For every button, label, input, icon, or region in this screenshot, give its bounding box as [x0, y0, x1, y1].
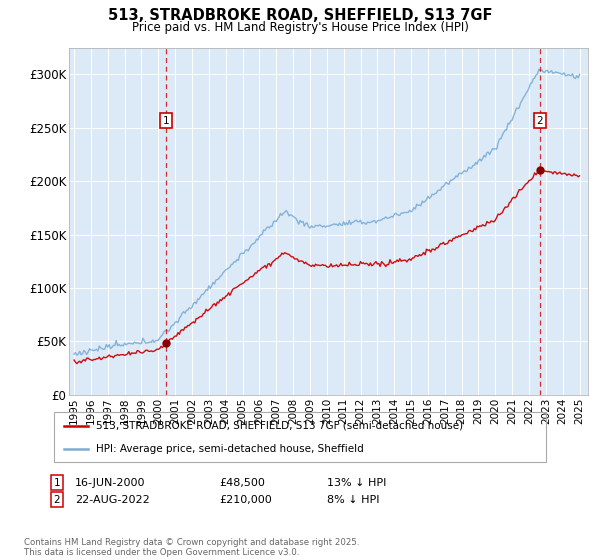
Text: 2: 2: [536, 115, 543, 125]
Text: Contains HM Land Registry data © Crown copyright and database right 2025.
This d: Contains HM Land Registry data © Crown c…: [24, 538, 359, 557]
Text: Price paid vs. HM Land Registry's House Price Index (HPI): Price paid vs. HM Land Registry's House …: [131, 21, 469, 34]
Text: 513, STRADBROKE ROAD, SHEFFIELD, S13 7GF: 513, STRADBROKE ROAD, SHEFFIELD, S13 7GF: [108, 8, 492, 24]
Text: 1: 1: [53, 478, 61, 488]
Text: HPI: Average price, semi-detached house, Sheffield: HPI: Average price, semi-detached house,…: [96, 445, 364, 454]
Text: 13% ↓ HPI: 13% ↓ HPI: [327, 478, 386, 488]
Text: 8% ↓ HPI: 8% ↓ HPI: [327, 494, 380, 505]
Text: 16-JUN-2000: 16-JUN-2000: [75, 478, 146, 488]
Text: 513, STRADBROKE ROAD, SHEFFIELD, S13 7GF (semi-detached house): 513, STRADBROKE ROAD, SHEFFIELD, S13 7GF…: [96, 421, 463, 431]
Text: 2: 2: [53, 494, 61, 505]
Text: £48,500: £48,500: [219, 478, 265, 488]
Text: £210,000: £210,000: [219, 494, 272, 505]
Text: 22-AUG-2022: 22-AUG-2022: [75, 494, 150, 505]
Text: 1: 1: [163, 115, 169, 125]
